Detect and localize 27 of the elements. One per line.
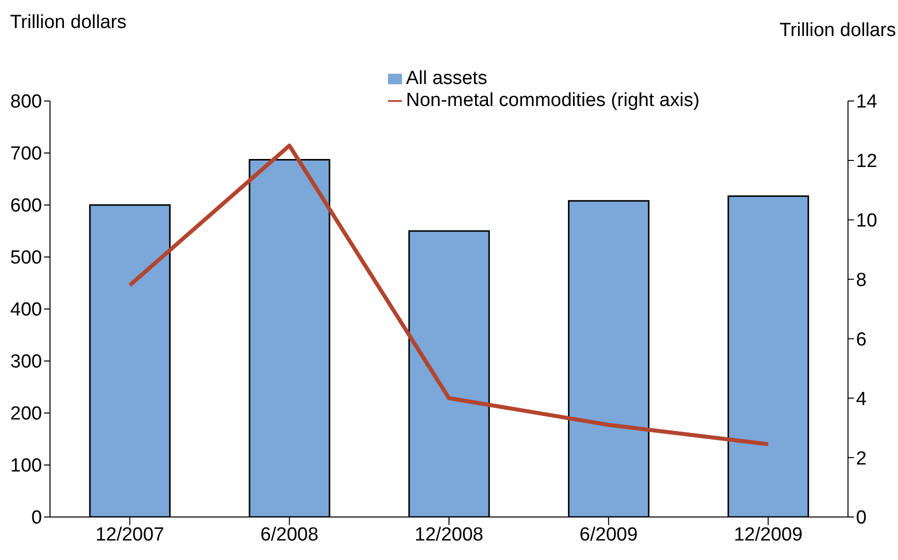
y-tick-label: 500 [10,248,42,269]
x-tick-label: 6/2008 [260,524,318,546]
y2-tick-label: 10 [856,210,878,232]
y2-tick-label: 6 [856,329,867,350]
line-series [128,144,770,446]
y2-tick-label: 4 [856,388,867,410]
y-tick-label: 700 [10,144,42,165]
x-tick-label: 6/2009 [580,524,638,546]
y-tick-label: 100 [10,456,42,477]
x-tick-label: 12/2007 [95,524,164,546]
legend-label: Non-metal commodities (right axis) [406,90,700,111]
y2-tick-label: 14 [856,92,878,113]
y-tick-label: 400 [10,300,42,321]
legend-label: All assets [406,68,488,89]
y-axis-title: Trillion dollars [10,12,126,34]
y-tick-label: 200 [10,404,42,425]
y-tick-label: 300 [10,352,42,373]
y2-axis-title: Trillion dollars [780,20,896,42]
x-tick-label: 12/2008 [414,524,484,546]
y-tick-label: 600 [10,196,42,217]
x-tick-label: 12/2009 [734,524,803,546]
y2-tick-label: 12 [856,151,878,172]
y2-tick-label: 2 [856,448,867,470]
y2-tick-label: 8 [856,270,867,292]
y2-tick-label: 0 [856,508,867,529]
y-tick-label: 800 [10,92,42,113]
y-tick-label: 0 [31,508,42,529]
